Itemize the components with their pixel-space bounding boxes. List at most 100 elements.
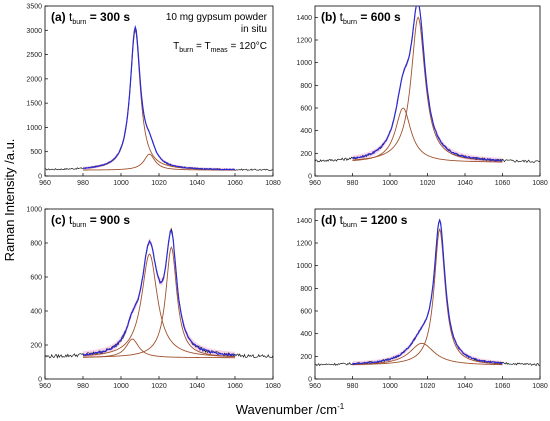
measured-spectrum (315, 6, 540, 164)
x-tick-label: 1020 (151, 180, 167, 187)
x-tick-label: 1060 (495, 383, 511, 390)
x-tick-label: 1060 (227, 180, 243, 187)
x-tick-label: 1040 (457, 383, 473, 390)
y-axis-title-group: Raman Intensity /a.u. (2, 139, 17, 262)
t-symbol: t (69, 213, 73, 227)
y-tick-label: 0 (38, 377, 42, 384)
y-tick-label: 800 (30, 241, 42, 248)
t-subscript: burn (72, 222, 86, 229)
fit-component-2 (352, 16, 503, 162)
y-tick-label: 3500 (26, 4, 42, 11)
t-subscript: burn (343, 222, 357, 229)
panel-letter: (b) (321, 10, 340, 24)
x-tick-label: 1020 (151, 383, 167, 390)
x-tick-label: 1080 (532, 383, 548, 390)
plot-frame (44, 208, 274, 380)
y-tick-label: 2500 (26, 52, 42, 59)
y-tick-label: 600 (300, 309, 312, 316)
panel-label: (b) tburn = 600 s (321, 10, 401, 26)
fit-component-2 (352, 228, 503, 366)
y-tick-label: 1400 (296, 218, 312, 225)
annotation-line: in situ (241, 24, 267, 35)
panel-label: (a) tburn = 300 s (51, 10, 130, 26)
panel-letter: (c) (51, 213, 69, 227)
t-value: = 120°C (228, 41, 267, 52)
chart-panel-c: 960 980 1000 1020 1040 1060 1080 0 200 400 600 800 1… (26, 207, 280, 391)
fit-component-1 (352, 342, 503, 366)
t-symbol: t (340, 213, 344, 227)
y-tick-label: 200 (300, 354, 312, 361)
plot-frame (44, 5, 274, 177)
x-axis-title: Wavenumber /cm-1 (236, 402, 345, 417)
y-tick-label: 0 (308, 174, 312, 181)
t-subscript: meas (211, 47, 229, 54)
y-tick-label: 600 (30, 275, 42, 282)
y-tick-label: 400 (300, 128, 312, 135)
chart-panel-b: 960 980 1000 1020 1040 1060 1080 0 200 400 600 800 1… (296, 5, 548, 187)
x-tick-label: 1060 (227, 383, 243, 390)
y-tick-label: 1000 (26, 207, 42, 214)
y-tick-label: 1500 (26, 101, 42, 108)
x-tick-label: 1080 (265, 180, 281, 187)
fit-total (82, 230, 236, 357)
x-tick-label: 1000 (113, 383, 129, 390)
y-tick-label: 2000 (26, 76, 42, 83)
y-tick-label: 800 (300, 83, 312, 90)
x-tick-label: 980 (77, 383, 89, 390)
t-subscript: burn (72, 19, 86, 26)
x-tick-label: 1060 (495, 180, 511, 187)
plot-area (45, 226, 273, 359)
y-tick-label: 1000 (296, 60, 312, 67)
measured-spectrum (315, 219, 540, 367)
y-tick-label: 800 (300, 286, 312, 293)
x-tick-label: 1020 (420, 383, 436, 390)
t-burn-value: = 600 s (357, 10, 401, 24)
temperature-note: Tburn = Tmeas = 120°C (173, 41, 267, 54)
x-tick-label: 1000 (382, 383, 398, 390)
x-tick-label: 1080 (265, 383, 281, 390)
chart-panel-a: 960 980 1000 1020 1040 1060 1080 0 500 1000 1500 20… (26, 4, 280, 188)
y-tick-label: 0 (38, 174, 42, 181)
panel-label: (c) tburn = 900 s (51, 213, 130, 229)
t-burn-value: = 900 s (86, 213, 130, 227)
fit-total (82, 24, 236, 171)
x-tick-label: 980 (347, 383, 359, 390)
plot-area (45, 24, 273, 172)
x-tick-label: 1000 (382, 180, 398, 187)
y-tick-label: 1000 (26, 125, 42, 132)
annotation-line: 10 mg gypsum powder (166, 12, 268, 23)
t-symbol: t (340, 10, 344, 24)
x-tick-label: 960 (309, 180, 321, 187)
fit-component-2 (82, 253, 236, 357)
y-tick-label: 1400 (296, 15, 312, 22)
y-tick-label: 400 (30, 309, 42, 316)
fit-component-3 (82, 246, 236, 358)
fit-total (352, 218, 503, 365)
t-equals: = T (193, 41, 210, 52)
y-tick-label: 500 (30, 149, 42, 156)
x-tick-label: 1020 (420, 180, 436, 187)
y-tick-label: 400 (300, 331, 312, 338)
y-tick-label: 0 (308, 377, 312, 384)
x-tick-label: 980 (77, 180, 89, 187)
panel-letter: (a) (51, 10, 69, 24)
x-axis-title-sup: -1 (337, 402, 345, 411)
y-tick-label: 200 (30, 343, 42, 350)
x-tick-label: 1040 (189, 383, 205, 390)
y-tick-label: 200 (300, 151, 312, 158)
measured-spectrum (45, 227, 273, 359)
x-tick-label: 1000 (113, 180, 129, 187)
y-tick-label: 600 (300, 106, 312, 113)
y-tick-label: 1200 (296, 241, 312, 248)
t-symbol: T (173, 41, 179, 52)
chart-panel-d: 960 980 1000 1020 1040 1060 1080 0 200 400 600 800 1… (296, 208, 548, 390)
plot-area (315, 6, 540, 164)
t-subscript: burn (343, 19, 357, 26)
fit-component-2 (83, 153, 236, 171)
x-axis-title-base: Wavenumber /cm (236, 402, 337, 417)
panel-label: (d) tburn = 1200 s (321, 213, 408, 229)
y-tick-label: 3000 (26, 28, 42, 35)
x-tick-label: 980 (347, 180, 359, 187)
x-tick-label: 960 (39, 180, 51, 187)
plot-frame (314, 208, 541, 380)
